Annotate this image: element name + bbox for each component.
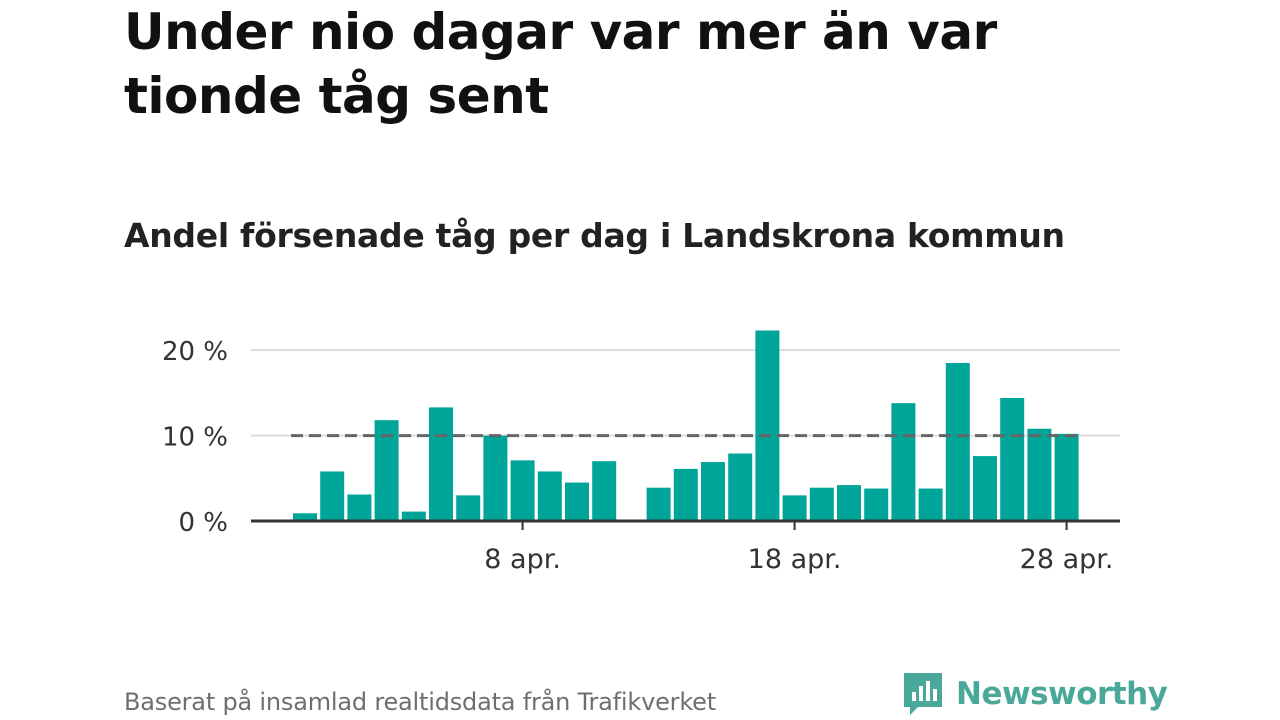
bar bbox=[809, 487, 834, 521]
bar bbox=[510, 460, 535, 521]
bar bbox=[592, 461, 617, 521]
y-tick-label: 20 % bbox=[162, 337, 228, 367]
bar bbox=[701, 462, 725, 521]
bar bbox=[673, 468, 698, 521]
bar bbox=[293, 513, 317, 521]
source-note: Baserat på insamlad realtidsdata från Tr… bbox=[124, 688, 716, 716]
bar bbox=[456, 495, 481, 521]
bar bbox=[837, 485, 861, 521]
newsworthy-logo-icon bbox=[904, 673, 942, 715]
x-tick-label: 18 apr. bbox=[748, 544, 842, 575]
bar bbox=[782, 495, 807, 521]
bar bbox=[565, 482, 589, 521]
axes: 0 % 10 % 20 % 8 apr. 18 apr. 28 apr. bbox=[162, 337, 1120, 575]
chart-title: Under nio dagar var mer än var tionde tå… bbox=[124, 3, 997, 125]
bar bbox=[1000, 398, 1025, 521]
bar bbox=[347, 494, 372, 521]
y-tick-label: 10 % bbox=[162, 423, 228, 453]
bar bbox=[1027, 428, 1052, 521]
brand-logo: Newsworthy bbox=[902, 670, 1168, 718]
x-tick-label: 8 apr. bbox=[484, 544, 561, 575]
chart-subtitle: Andel försenade tåg per dag i Landskrona… bbox=[124, 216, 1065, 255]
x-tick-label: 28 apr. bbox=[1020, 544, 1114, 575]
bar bbox=[918, 488, 943, 521]
bar bbox=[320, 471, 345, 521]
bar bbox=[429, 407, 453, 521]
bar bbox=[945, 362, 970, 521]
bar bbox=[755, 330, 780, 521]
bar bbox=[891, 403, 916, 521]
bar bbox=[973, 456, 997, 521]
bar bbox=[728, 453, 753, 521]
bars bbox=[293, 330, 1079, 521]
bar bbox=[1054, 433, 1079, 521]
bar bbox=[646, 487, 671, 521]
brand-name: Newsworthy bbox=[956, 676, 1168, 712]
bar bbox=[401, 511, 426, 521]
bar bbox=[483, 435, 508, 521]
y-tick-label: 0 % bbox=[178, 508, 228, 538]
bar bbox=[537, 471, 562, 521]
bar bbox=[864, 488, 889, 521]
